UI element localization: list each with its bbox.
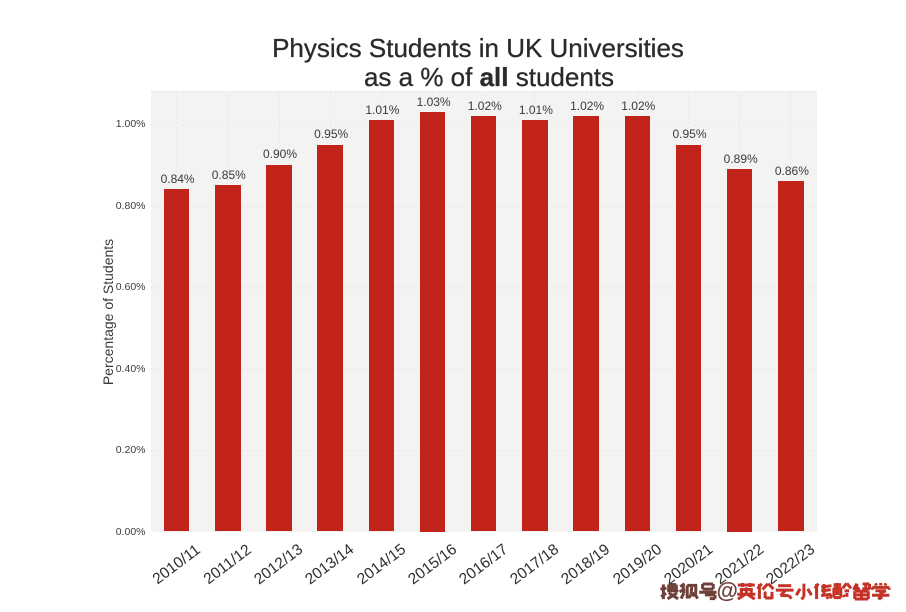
svg-text:@: @ (716, 581, 737, 603)
